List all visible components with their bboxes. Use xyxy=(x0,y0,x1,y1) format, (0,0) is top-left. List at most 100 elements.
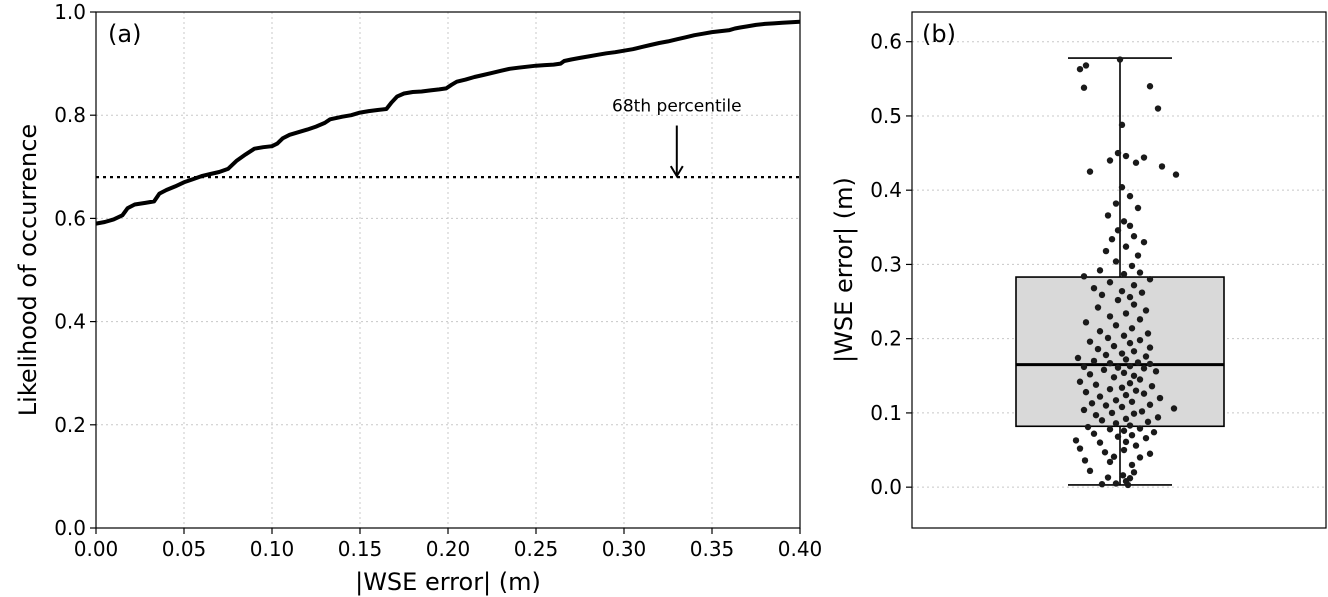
data-point xyxy=(1102,402,1110,409)
panel-b-y-ticks: 0.0 0.1 0.2 0.3 0.4 0.5 0.6 xyxy=(870,30,912,499)
data-point xyxy=(1134,359,1142,366)
data-point xyxy=(1130,233,1138,240)
data-point xyxy=(1110,453,1118,460)
data-point xyxy=(1096,439,1104,446)
data-point xyxy=(1098,291,1106,299)
data-point xyxy=(1106,426,1114,433)
data-point xyxy=(1126,222,1134,230)
x-tick-label: 0.40 xyxy=(778,537,823,561)
data-point xyxy=(1122,391,1130,399)
data-point xyxy=(1128,461,1136,469)
data-point xyxy=(1156,394,1164,402)
panel-b-y-label: |WSE error| (m) xyxy=(830,177,858,363)
data-point xyxy=(1130,348,1138,355)
data-point xyxy=(1092,411,1100,419)
data-point xyxy=(1142,307,1150,314)
x-tick-label: 0.25 xyxy=(514,537,559,561)
data-point xyxy=(1074,354,1082,362)
data-point xyxy=(1144,330,1152,337)
data-point xyxy=(1146,360,1154,368)
data-point xyxy=(1080,273,1088,280)
data-point xyxy=(1150,429,1158,436)
x-tick-label: 0.35 xyxy=(690,537,735,561)
data-point xyxy=(1112,322,1120,329)
data-point xyxy=(1094,304,1102,311)
data-point xyxy=(1126,362,1134,370)
data-point xyxy=(1140,390,1148,397)
data-point xyxy=(1118,384,1126,391)
data-point xyxy=(1148,382,1156,390)
data-point xyxy=(1072,437,1080,444)
data-point xyxy=(1140,238,1148,246)
data-point xyxy=(1096,393,1104,400)
data-point xyxy=(1112,420,1120,427)
panel-a-label: (a) xyxy=(108,20,141,48)
data-point xyxy=(1100,366,1108,374)
panel-a: 0.00 0.05 0.10 0.15 0.20 0.25 0.30 0.35 0.40 0.0… xyxy=(14,0,822,596)
data-point xyxy=(1082,388,1090,396)
data-point xyxy=(1116,56,1124,63)
data-point xyxy=(1106,279,1114,286)
data-point xyxy=(1082,62,1090,69)
data-point xyxy=(1138,289,1146,296)
data-point xyxy=(1106,458,1114,466)
data-point xyxy=(1114,296,1122,304)
data-point xyxy=(1110,342,1118,350)
data-point xyxy=(1152,368,1160,375)
data-point xyxy=(1114,227,1122,234)
x-tick-label: 0.30 xyxy=(602,537,647,561)
data-point xyxy=(1146,276,1154,283)
data-point xyxy=(1080,84,1088,91)
data-point xyxy=(1082,319,1090,326)
data-point xyxy=(1146,83,1154,90)
x-tick-label: 0.20 xyxy=(426,537,471,561)
data-point xyxy=(1154,105,1162,112)
x-tick-label: 0.05 xyxy=(162,537,207,561)
data-point xyxy=(1118,287,1126,295)
data-point xyxy=(1132,159,1140,166)
data-point xyxy=(1170,405,1178,412)
panel-b-label: (b) xyxy=(922,20,956,48)
data-point xyxy=(1076,378,1084,385)
data-point xyxy=(1106,313,1114,320)
data-point xyxy=(1094,345,1102,353)
data-point xyxy=(1146,401,1154,408)
data-point xyxy=(1120,427,1128,434)
data-point xyxy=(1146,450,1154,457)
data-point xyxy=(1108,235,1116,243)
data-point xyxy=(1114,433,1122,440)
data-point xyxy=(1120,369,1128,377)
data-point xyxy=(1130,410,1138,417)
data-point xyxy=(1118,184,1126,191)
data-point xyxy=(1136,425,1144,432)
data-point xyxy=(1122,415,1130,423)
data-point xyxy=(1132,442,1140,449)
data-point xyxy=(1086,467,1094,475)
data-point xyxy=(1106,385,1114,393)
data-point xyxy=(1140,154,1148,161)
data-point xyxy=(1096,267,1104,274)
data-point xyxy=(1104,334,1112,342)
percentile-arrow-head xyxy=(669,165,684,179)
data-point xyxy=(1102,247,1110,255)
data-point xyxy=(1126,192,1134,200)
data-point xyxy=(1104,212,1112,219)
data-point xyxy=(1120,270,1128,278)
data-point xyxy=(1136,454,1144,461)
data-point xyxy=(1130,469,1138,476)
data-point xyxy=(1128,431,1136,439)
data-point xyxy=(1158,163,1166,170)
cdf-line xyxy=(95,19,801,226)
data-point xyxy=(1154,414,1162,421)
y-tick-label: 0.6 xyxy=(870,30,902,54)
data-point xyxy=(1136,336,1144,344)
data-point xyxy=(1122,243,1130,250)
data-point xyxy=(1172,171,1180,178)
data-point xyxy=(1118,350,1126,357)
data-point xyxy=(1104,474,1112,481)
data-point xyxy=(1120,218,1128,225)
y-tick-label: 0.2 xyxy=(870,327,902,351)
data-point xyxy=(1126,380,1134,387)
data-point xyxy=(1090,284,1098,292)
